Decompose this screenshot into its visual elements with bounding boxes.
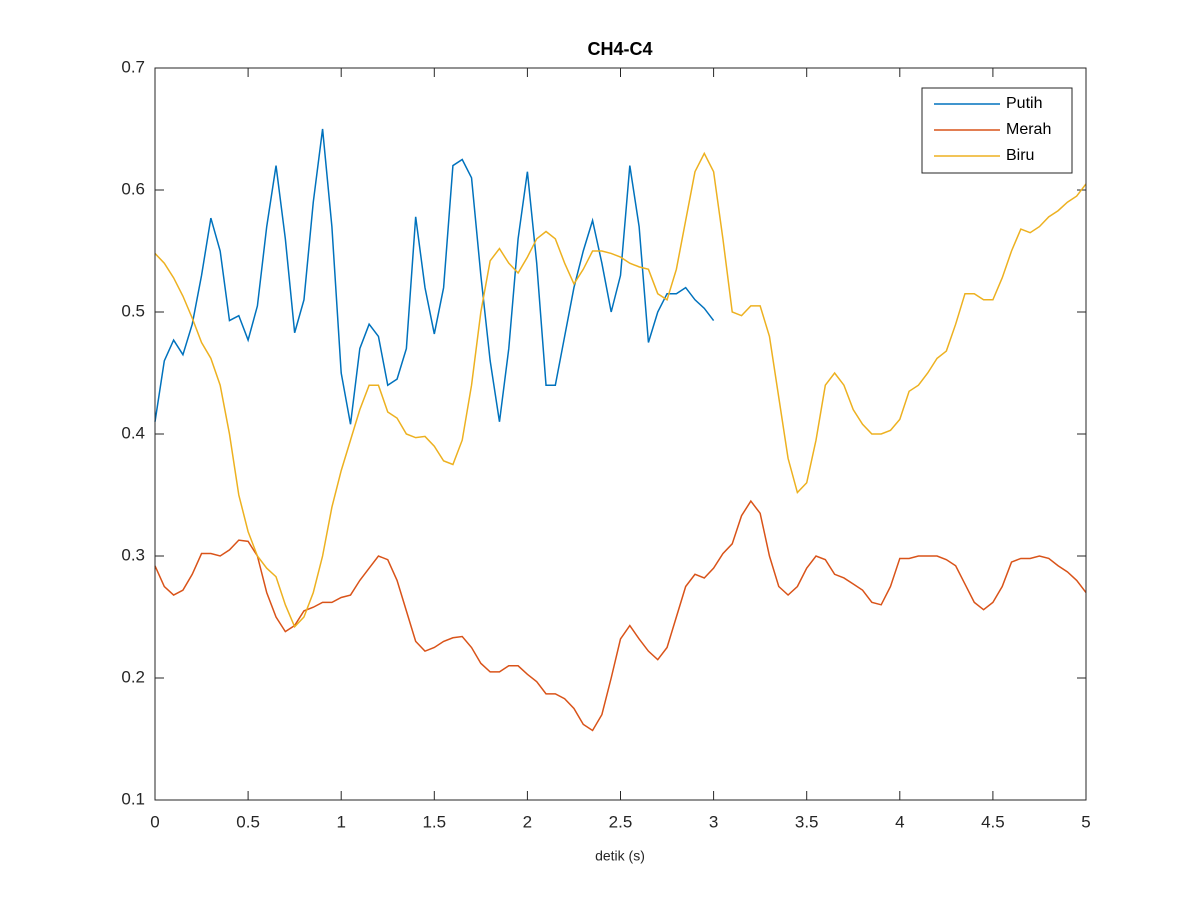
series-line: [154, 499, 1087, 732]
x-tick-label: 3.5: [795, 812, 819, 831]
x-tick-label: 0: [150, 812, 159, 831]
series-line: [154, 151, 1087, 629]
y-tick-label: 0.7: [121, 57, 145, 76]
x-tick-label: 2.5: [609, 812, 633, 831]
y-tick-label: 0.6: [121, 179, 145, 198]
x-tick-label: 1.5: [422, 812, 446, 831]
chart-title: CH4-C4: [587, 39, 652, 59]
series-line: [154, 128, 715, 425]
y-tick-label: 0.5: [121, 301, 145, 320]
x-tick-label: 0.5: [236, 812, 260, 831]
y-tick-label: 0.3: [121, 545, 145, 564]
legend-label: Merah: [1006, 121, 1051, 138]
x-tick-label: 3: [709, 812, 718, 831]
legend-label: Putih: [1006, 95, 1042, 112]
x-tick-label: 2: [523, 812, 532, 831]
x-tick-label: 5: [1081, 812, 1090, 831]
y-tick-label: 0.1: [121, 789, 145, 808]
x-axis-label: detik (s): [595, 848, 645, 864]
x-tick-label: 4: [895, 812, 904, 831]
x-tick-label: 1: [336, 812, 345, 831]
y-tick-label: 0.2: [121, 667, 145, 686]
legend-label: Biru: [1006, 147, 1034, 164]
axes-box: [154, 67, 1087, 801]
x-tick-label: 4.5: [981, 812, 1005, 831]
y-tick-label: 0.4: [121, 423, 145, 442]
plot-area: [155, 68, 1086, 800]
